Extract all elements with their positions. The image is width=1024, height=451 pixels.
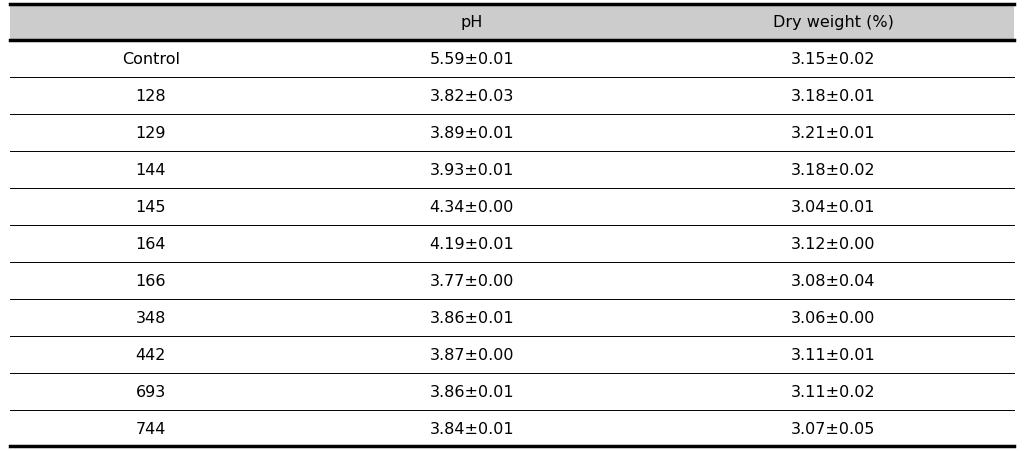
Text: 129: 129: [135, 126, 166, 141]
Text: 3.87±0.00: 3.87±0.00: [430, 347, 514, 362]
Text: 3.08±0.04: 3.08±0.04: [791, 273, 876, 288]
Text: 3.93±0.01: 3.93±0.01: [430, 163, 514, 178]
Text: 3.77±0.00: 3.77±0.00: [430, 273, 514, 288]
Text: 166: 166: [135, 273, 166, 288]
Text: 164: 164: [135, 236, 166, 251]
Text: 128: 128: [135, 89, 166, 104]
FancyBboxPatch shape: [10, 5, 1014, 41]
Text: Control: Control: [122, 52, 180, 67]
Text: pH: pH: [461, 15, 483, 30]
Text: 3.11±0.01: 3.11±0.01: [791, 347, 876, 362]
Text: 3.86±0.01: 3.86±0.01: [429, 384, 514, 399]
Text: 3.15±0.02: 3.15±0.02: [791, 52, 876, 67]
Text: 3.86±0.01: 3.86±0.01: [429, 310, 514, 325]
Text: 3.18±0.01: 3.18±0.01: [791, 89, 876, 104]
Text: 3.89±0.01: 3.89±0.01: [429, 126, 514, 141]
Text: 442: 442: [135, 347, 166, 362]
Text: 3.07±0.05: 3.07±0.05: [791, 421, 876, 436]
Text: 3.06±0.00: 3.06±0.00: [791, 310, 876, 325]
Text: 3.82±0.03: 3.82±0.03: [430, 89, 514, 104]
Text: 5.59±0.01: 5.59±0.01: [429, 52, 514, 67]
Text: 4.34±0.00: 4.34±0.00: [430, 200, 514, 215]
Text: 348: 348: [135, 310, 166, 325]
Text: 3.11±0.02: 3.11±0.02: [791, 384, 876, 399]
Text: 145: 145: [135, 200, 166, 215]
Text: 744: 744: [135, 421, 166, 436]
Text: 3.04±0.01: 3.04±0.01: [791, 200, 876, 215]
Text: 3.21±0.01: 3.21±0.01: [791, 126, 876, 141]
Text: 4.19±0.01: 4.19±0.01: [429, 236, 514, 251]
Text: 693: 693: [135, 384, 166, 399]
Text: 144: 144: [135, 163, 166, 178]
Text: 3.12±0.00: 3.12±0.00: [791, 236, 876, 251]
Text: Dry weight (%): Dry weight (%): [773, 15, 894, 30]
Text: 3.84±0.01: 3.84±0.01: [429, 421, 514, 436]
Text: 3.18±0.02: 3.18±0.02: [791, 163, 876, 178]
